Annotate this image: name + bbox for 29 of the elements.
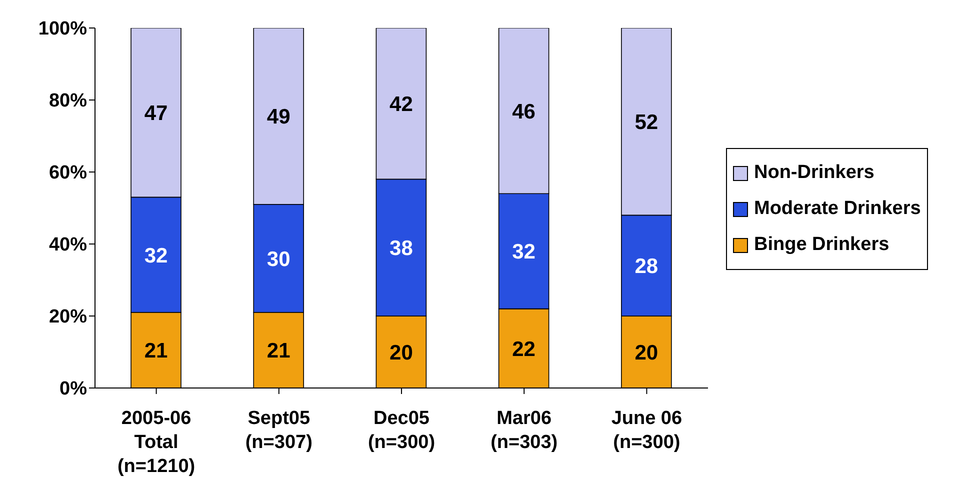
x-tick-label: 2005-06 Total (n=1210)	[117, 408, 196, 477]
legend-label: Moderate Drinkers	[754, 198, 921, 220]
data-label: 47	[144, 102, 168, 126]
data-label: 46	[512, 100, 536, 124]
data-label: 38	[390, 237, 414, 260]
data-label: 21	[144, 340, 168, 363]
data-label: 20	[634, 341, 658, 364]
y-tick-label: 80%	[48, 90, 88, 112]
data-label: 20	[390, 341, 413, 364]
data-label: 49	[266, 106, 290, 129]
data-label: 30	[266, 248, 290, 271]
data-label: 28	[634, 255, 658, 278]
y-tick-label: 40%	[48, 234, 88, 256]
data-label: 32	[512, 240, 536, 264]
x-tick-label: Sept05 (n=307)	[245, 408, 312, 453]
legend-label: Binge Drinkers	[754, 234, 890, 256]
data-label: 32	[144, 244, 168, 268]
y-tick-label: 100%	[38, 18, 88, 40]
x-tick-label: Dec05 (n=300)	[368, 408, 436, 453]
data-label: 22	[512, 338, 536, 361]
x-tick-label: Mar06 (n=303)	[490, 408, 558, 453]
y-tick-label: 60%	[48, 162, 88, 184]
legend-label: Non-Drinkers	[754, 162, 874, 184]
y-tick-label: 0%	[60, 378, 88, 400]
data-label: 42	[390, 93, 413, 116]
y-tick-label: 20%	[48, 306, 88, 328]
data-label: 52	[634, 111, 658, 134]
data-label: 21	[266, 340, 291, 363]
x-tick-label: June 06 (n=300)	[611, 408, 682, 453]
